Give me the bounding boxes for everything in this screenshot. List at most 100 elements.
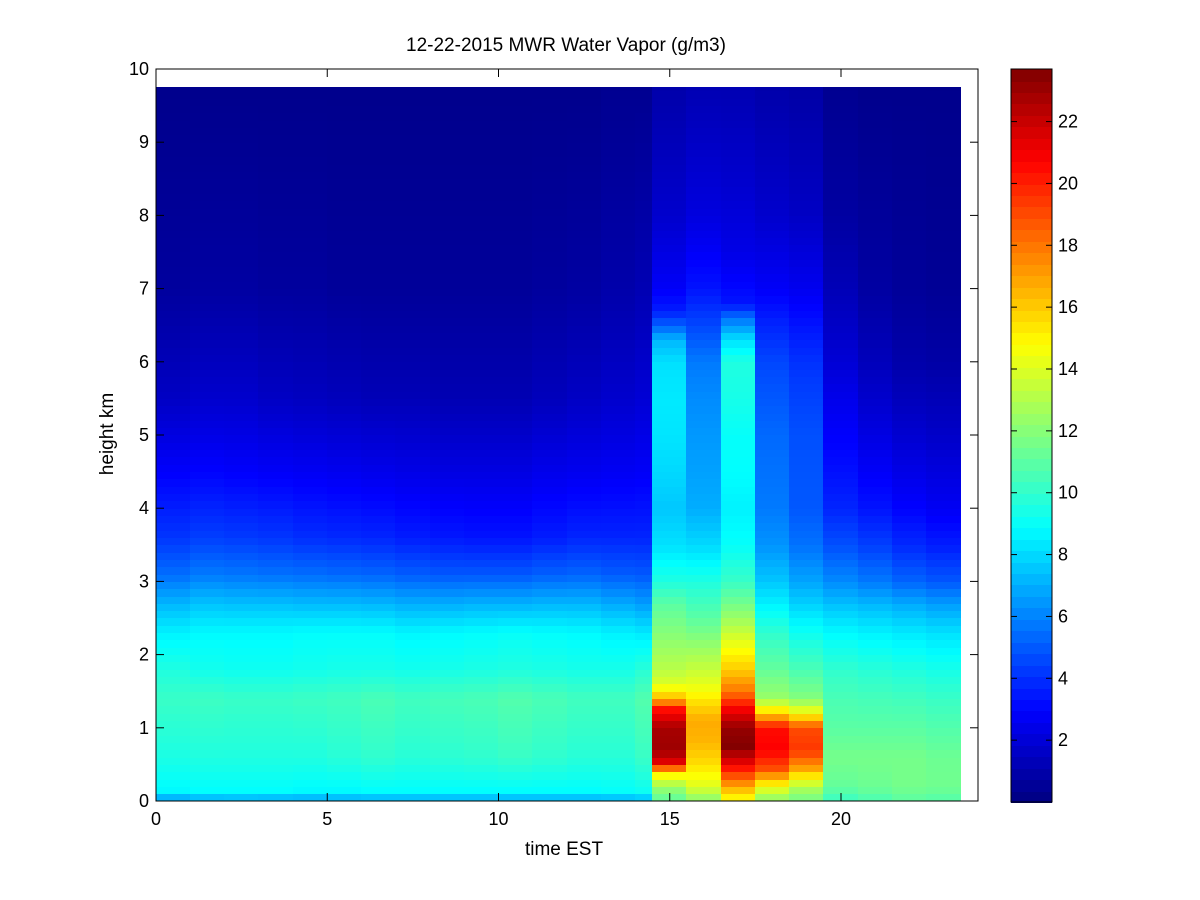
heatmap-cell (601, 142, 636, 150)
heatmap-cell (258, 193, 293, 201)
heatmap-cell (858, 134, 893, 143)
heatmap-cell (464, 596, 499, 604)
heatmap-cell (156, 127, 191, 135)
heatmap-cell (498, 244, 533, 252)
heatmap-cell (258, 237, 293, 245)
heatmap-cell (601, 625, 636, 633)
heatmap-cell (190, 764, 225, 772)
heatmap-cell (361, 208, 396, 216)
heatmap-cell (430, 669, 465, 677)
heatmap-cell (156, 361, 191, 370)
heatmap-cell (498, 779, 533, 787)
heatmap-cell (498, 515, 533, 523)
heatmap-cell (464, 420, 499, 428)
heatmap-cell (721, 449, 756, 457)
heatmap-cell (430, 500, 465, 509)
heatmap-cell (361, 793, 396, 801)
heatmap-cell (430, 383, 465, 392)
heatmap-cell (789, 361, 824, 370)
heatmap-cell (926, 347, 961, 355)
heatmap-cell (567, 625, 602, 633)
heatmap-cell (601, 266, 636, 274)
heatmap-cell (395, 266, 430, 274)
heatmap-cell (224, 164, 259, 172)
heatmap-cell (652, 398, 687, 406)
heatmap-cell (721, 361, 756, 370)
heatmap-cell (601, 456, 636, 465)
heatmap-cell (498, 610, 533, 618)
heatmap-cell (926, 581, 961, 589)
heatmap-cell (858, 310, 893, 318)
heatmap-cell (532, 713, 567, 721)
heatmap-cell (721, 325, 756, 333)
heatmap-cell (293, 757, 328, 765)
heatmap-cell (635, 259, 653, 267)
heatmap-cell (686, 266, 722, 274)
heatmap-cell (755, 632, 790, 640)
heatmap-cell (156, 222, 191, 231)
heatmap-cell (652, 720, 687, 728)
heatmap-cell (156, 186, 191, 194)
heatmap-cell (190, 742, 225, 750)
heatmap-cell (858, 200, 893, 209)
heatmap-cell (464, 303, 499, 311)
heatmap-cell (156, 493, 191, 501)
heatmap-cell (567, 427, 602, 435)
heatmap-cell (395, 588, 430, 597)
heatmap-cell (258, 596, 293, 604)
heatmap-cell (567, 779, 602, 787)
heatmap-cell (156, 771, 191, 780)
heatmap-cell (156, 720, 191, 728)
heatmap-cell (498, 317, 533, 326)
colorbar-swatch (1011, 744, 1052, 757)
heatmap-cell (293, 493, 328, 501)
heatmap-cell (858, 215, 893, 223)
heatmap-cell (464, 705, 499, 714)
heatmap-cell (601, 749, 636, 758)
heatmap-cell (823, 486, 859, 494)
heatmap-cell (293, 266, 328, 274)
heatmap-cell (635, 208, 653, 216)
heatmap-cell (395, 603, 430, 611)
heatmap-cell (190, 310, 225, 318)
heatmap-cell (156, 508, 191, 516)
heatmap-cell (755, 771, 790, 780)
heatmap-cell (601, 295, 636, 304)
heatmap-cell (190, 354, 225, 362)
heatmap-cell (858, 588, 893, 597)
heatmap-cell (464, 793, 499, 801)
heatmap-cell (430, 515, 465, 523)
heatmap-cell (686, 669, 722, 677)
heatmap-cell (361, 230, 396, 238)
heatmap-cell (652, 420, 687, 428)
heatmap-cell (789, 87, 824, 91)
heatmap-cell (755, 405, 790, 414)
heatmap-cell (395, 742, 430, 750)
heatmap-cell (361, 200, 396, 209)
heatmap-cell (498, 478, 533, 487)
heatmap-cell (892, 339, 927, 348)
heatmap-cell (755, 530, 790, 538)
heatmap-cell (395, 105, 430, 113)
heatmap-cell (721, 288, 756, 296)
heatmap-cell (293, 405, 328, 414)
heatmap-cell (190, 361, 225, 370)
heatmap-cell (464, 105, 499, 113)
heatmap-cell (498, 391, 533, 399)
heatmap-cell (823, 588, 859, 597)
heatmap-cell (190, 178, 225, 187)
heatmap-cell (361, 757, 396, 765)
heatmap-cell (464, 698, 499, 706)
heatmap-cell (498, 127, 533, 135)
heatmap-cell (858, 413, 893, 421)
heatmap-cell (464, 171, 499, 179)
heatmap-cell (224, 683, 259, 692)
heatmap-cell (823, 683, 859, 692)
heatmap-cell (190, 303, 225, 311)
heatmap-cell (652, 215, 687, 223)
heatmap-cell (686, 786, 722, 794)
heatmap-cell (755, 369, 790, 377)
heatmap-cell (892, 281, 927, 289)
heatmap-cell (361, 105, 396, 113)
heatmap-cell (156, 793, 191, 801)
